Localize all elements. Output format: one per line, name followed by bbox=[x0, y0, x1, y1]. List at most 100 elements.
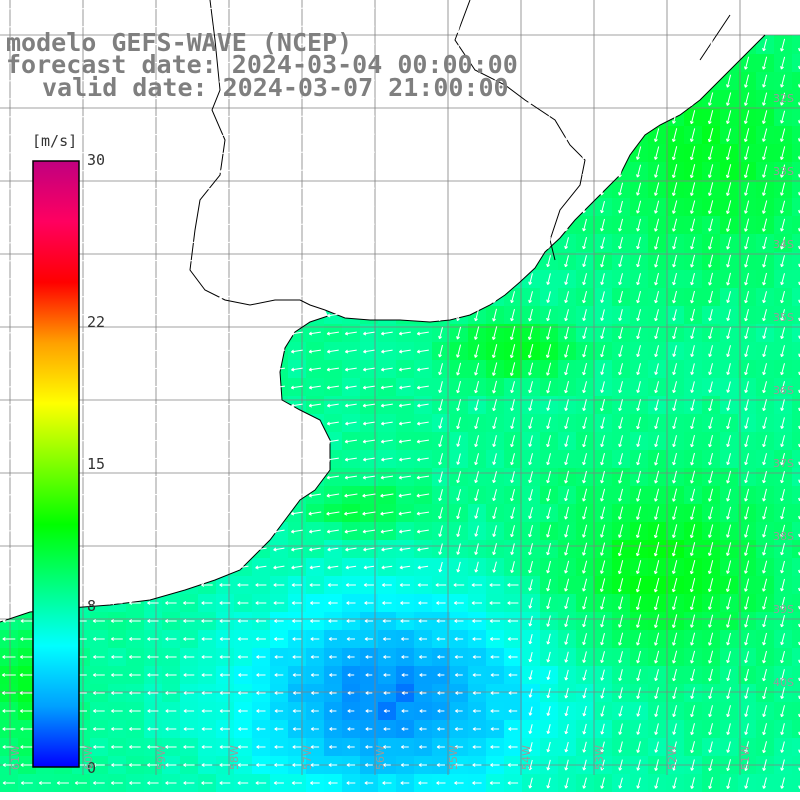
wind-arrow bbox=[92, 727, 105, 731]
wind-arrow bbox=[474, 489, 479, 502]
wind-arrow bbox=[744, 20, 749, 34]
wind-arrow bbox=[636, 20, 641, 34]
wind-arrow bbox=[272, 277, 285, 282]
wind-arrow bbox=[600, 417, 605, 430]
wind-arrow bbox=[201, 313, 213, 318]
wind-arrow bbox=[21, 331, 33, 336]
speed-cell bbox=[792, 108, 800, 126]
wind-arrow bbox=[256, 727, 266, 731]
wind-arrow bbox=[654, 236, 660, 250]
wind-arrow bbox=[708, 200, 714, 214]
wind-arrow bbox=[528, 543, 533, 556]
wind-arrow bbox=[182, 331, 195, 336]
wind-arrow bbox=[236, 295, 249, 300]
speed-cell bbox=[792, 648, 800, 666]
wind-arrow bbox=[129, 223, 141, 228]
wind-arrow bbox=[419, 745, 427, 749]
wind-arrow bbox=[564, 524, 569, 538]
wind-arrow bbox=[672, 110, 678, 124]
wind-arrow bbox=[218, 331, 231, 336]
wind-arrow bbox=[564, 651, 569, 663]
wind-arrow bbox=[456, 21, 461, 34]
colorbar-unit: [m/s] bbox=[32, 132, 78, 150]
wind-arrow bbox=[146, 205, 159, 210]
wind-arrow bbox=[200, 7, 213, 12]
speed-cell bbox=[792, 486, 800, 504]
wind-arrow bbox=[546, 670, 551, 681]
wind-arrow bbox=[147, 583, 159, 587]
wind-arrow bbox=[398, 169, 411, 174]
wind-arrow bbox=[438, 219, 443, 232]
wind-arrow bbox=[564, 597, 569, 610]
wind-arrow bbox=[165, 97, 177, 102]
wind-arrow bbox=[689, 110, 696, 125]
wind-arrow bbox=[129, 331, 141, 336]
wind-arrow bbox=[56, 43, 69, 48]
wind-arrow bbox=[327, 133, 339, 138]
longitude-label: 60W bbox=[82, 745, 95, 770]
wind-arrow bbox=[582, 578, 588, 592]
wind-arrow bbox=[780, 560, 785, 574]
wind-arrow bbox=[618, 200, 623, 214]
wind-arrow bbox=[780, 56, 786, 70]
wind-arrow bbox=[780, 650, 785, 664]
wind-arrow bbox=[708, 488, 714, 502]
wind-arrow bbox=[328, 763, 338, 767]
wind-arrow bbox=[546, 507, 551, 520]
wind-arrow bbox=[382, 763, 391, 767]
wind-arrow bbox=[492, 165, 497, 178]
wind-arrow bbox=[510, 308, 515, 322]
wind-arrow bbox=[129, 493, 141, 498]
wind-arrow bbox=[726, 272, 731, 286]
wind-arrow bbox=[75, 133, 87, 138]
wind-arrow bbox=[380, 439, 393, 444]
wind-arrow bbox=[146, 457, 159, 462]
speed-cell bbox=[792, 198, 800, 216]
wind-arrow bbox=[528, 164, 533, 178]
wind-arrow bbox=[272, 223, 285, 228]
wind-arrow bbox=[582, 236, 587, 250]
wind-arrow bbox=[726, 254, 731, 268]
wind-arrow bbox=[200, 25, 213, 30]
wind-arrow bbox=[780, 110, 786, 124]
wind-arrow bbox=[129, 349, 141, 354]
wind-arrow bbox=[347, 673, 355, 677]
wind-arrow bbox=[726, 524, 732, 538]
wind-arrow bbox=[490, 655, 500, 659]
wind-arrow bbox=[182, 7, 195, 12]
wind-arrow bbox=[292, 727, 301, 731]
wind-arrow bbox=[726, 723, 731, 735]
wind-arrow bbox=[292, 763, 302, 767]
wind-arrow bbox=[363, 583, 374, 587]
wind-arrow bbox=[707, 164, 714, 178]
wind-arrow bbox=[218, 241, 231, 246]
wind-arrow bbox=[401, 691, 408, 695]
wind-arrow bbox=[582, 381, 587, 394]
wind-arrow bbox=[762, 453, 767, 466]
wind-arrow bbox=[326, 25, 339, 30]
wind-arrow bbox=[618, 399, 623, 412]
wind-arrow bbox=[474, 93, 479, 105]
wind-arrow bbox=[128, 619, 141, 623]
wind-arrow bbox=[362, 259, 375, 264]
wind-arrow bbox=[3, 439, 15, 444]
wind-arrow bbox=[438, 39, 443, 51]
wind-arrow bbox=[399, 205, 411, 210]
wind-arrow bbox=[582, 759, 587, 771]
wind-arrow bbox=[129, 673, 141, 677]
wind-arrow bbox=[219, 619, 231, 623]
wind-arrow bbox=[380, 403, 393, 408]
wind-arrow bbox=[256, 709, 266, 713]
wind-arrow bbox=[528, 3, 533, 16]
wind-arrow bbox=[416, 241, 429, 246]
wind-arrow bbox=[20, 7, 33, 12]
wind-arrow bbox=[201, 745, 213, 749]
wind-arrow bbox=[292, 673, 301, 677]
wind-arrow bbox=[201, 133, 213, 138]
wind-arrow bbox=[617, 541, 624, 557]
wind-arrow bbox=[274, 619, 284, 623]
wind-arrow bbox=[672, 506, 678, 520]
wind-arrow bbox=[236, 97, 249, 102]
wind-arrow bbox=[456, 543, 461, 555]
wind-arrow bbox=[236, 25, 249, 30]
